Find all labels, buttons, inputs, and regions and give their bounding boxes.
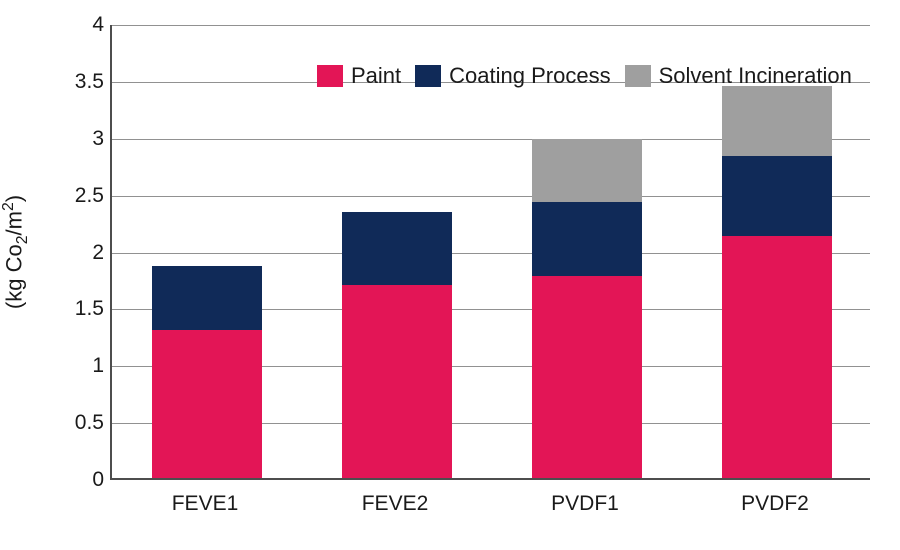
legend-swatch	[415, 65, 441, 87]
legend-swatch	[317, 65, 343, 87]
legend-swatch	[625, 65, 651, 87]
legend-item-solvent-incineration: Solvent Incineration	[625, 63, 852, 89]
bar-seg-paint	[152, 330, 262, 478]
legend-label: Coating Process	[449, 63, 610, 89]
y-tick-label: 2.5	[44, 184, 104, 208]
bar-seg-coating-process	[342, 212, 452, 285]
bar-seg-coating-process	[152, 266, 262, 330]
legend-label: Paint	[351, 63, 401, 89]
y-tick-label: 0.5	[44, 411, 104, 435]
y-tick-label: 3	[44, 127, 104, 151]
bar-seg-paint	[342, 285, 452, 478]
y-tick-label: 2	[44, 241, 104, 265]
x-tick-label: PVDF1	[551, 492, 619, 516]
legend-label: Solvent Incineration	[659, 63, 852, 89]
x-tick-label: FEVE2	[362, 492, 429, 516]
legend-item-coating-process: Coating Process	[415, 63, 610, 89]
bar-seg-solvent-incineration	[532, 139, 642, 202]
bar-seg-coating-process	[532, 202, 642, 276]
y-tick-label: 3.5	[44, 70, 104, 94]
y-tick-label: 1.5	[44, 297, 104, 321]
bar-seg-solvent-incineration	[722, 86, 832, 157]
legend-item-paint: Paint	[317, 63, 401, 89]
bar-seg-coating-process	[722, 156, 832, 236]
co2-emissions-chart: (kg Co2/m2) 0 0.5 1 1.5 2 2.5 3 3.5 4 Paint Coati…	[0, 0, 900, 550]
bar-seg-paint	[532, 276, 642, 478]
y-axis-label: (kg Co2/m2)	[0, 195, 32, 309]
x-tick-label: FEVE1	[172, 492, 239, 516]
y-tick-label: 4	[44, 13, 104, 37]
x-tick-label: PVDF2	[741, 492, 809, 516]
gridline	[112, 25, 870, 26]
plot-area: Paint Coating Process Solvent Incineration	[110, 25, 870, 480]
y-tick-label: 1	[44, 354, 104, 378]
y-tick-label: 0	[44, 468, 104, 492]
bar-seg-paint	[722, 236, 832, 478]
legend: Paint Coating Process Solvent Incineration	[317, 63, 852, 89]
